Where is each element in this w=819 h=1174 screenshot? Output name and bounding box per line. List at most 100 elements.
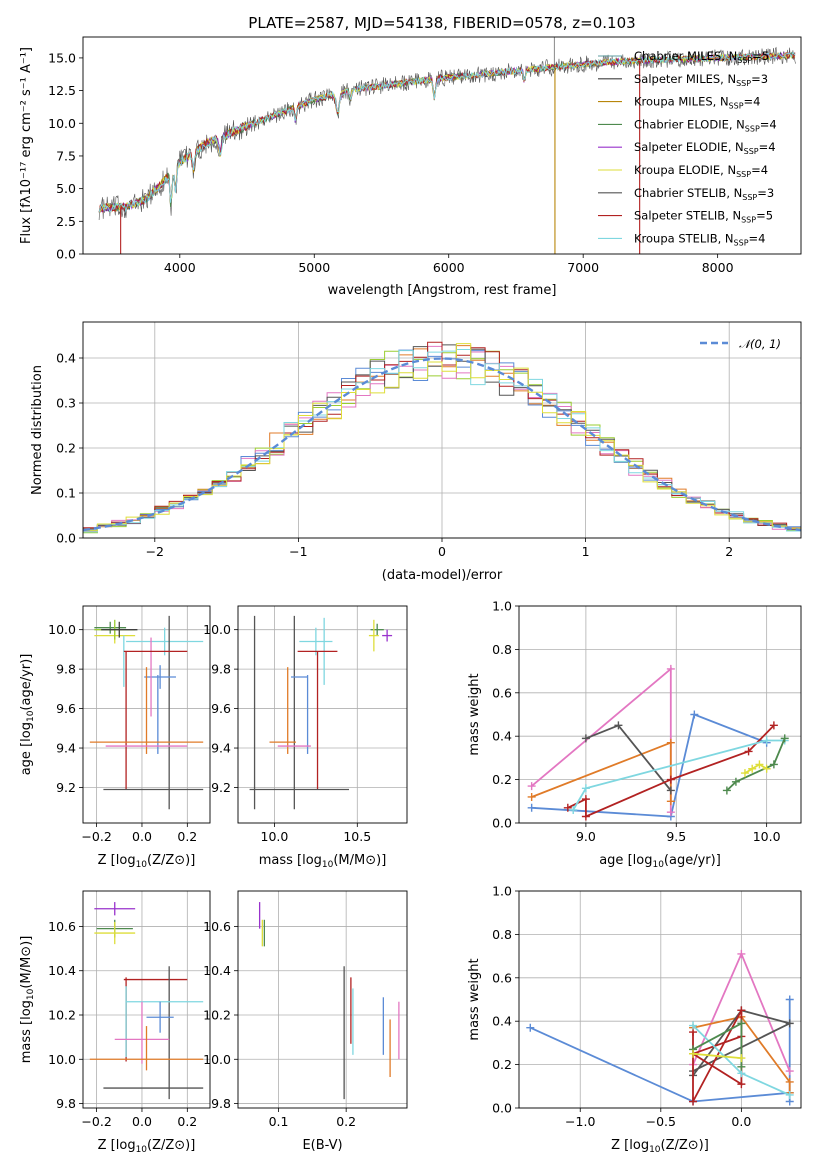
weight-marker	[569, 805, 578, 814]
weight-line	[744, 763, 768, 774]
weight-line	[692, 1015, 791, 1093]
axes-residuals: −2 −1 0 1 2 0.0 0.1 0.2 0.3 0.4 (data-model)/error…	[30, 321, 802, 583]
y-tick-label: 0.0	[56, 247, 76, 262]
y-tick-label: 10.0	[48, 622, 76, 637]
y-tick-label: 7.5	[56, 148, 76, 163]
x-tick-label: 0.0	[132, 1114, 152, 1129]
x-tick-label: 10.0	[261, 829, 289, 844]
x-axis-label: wavelength [Angstrom, rest frame]	[328, 283, 557, 298]
weight-line	[529, 999, 791, 1103]
weight-line	[531, 666, 672, 813]
plot-area	[527, 664, 789, 821]
weight-marker	[737, 949, 746, 958]
weight-marker	[689, 1021, 698, 1030]
y-tick-label: 0.4	[492, 1014, 512, 1029]
weight-marker	[769, 760, 778, 769]
y-tick-label: 9.2	[211, 780, 231, 795]
weight-marker	[581, 795, 590, 804]
weight-marker	[527, 803, 536, 812]
weight-marker	[666, 808, 675, 817]
axes-mass-vs-Z: −0.2 0.0 0.2 9.8 10.0 10.2 10.4 10.6 Z [log10(Z/…	[19, 890, 211, 1155]
weight-marker	[526, 1023, 535, 1032]
weight-marker	[744, 747, 753, 756]
x-axis-label: E(B-V)	[302, 1138, 342, 1153]
axes-frame	[82, 605, 211, 824]
weight-marker	[785, 1077, 794, 1086]
y-tick-label: 10.2	[203, 1008, 231, 1023]
axes-frame	[237, 605, 408, 824]
plot-area	[89, 615, 204, 810]
weight-series	[526, 995, 794, 1106]
y-tick-label: 9.6	[56, 701, 76, 716]
data-point	[368, 619, 379, 652]
plot-area	[89, 902, 204, 1100]
y-tick-label: 5.0	[56, 181, 76, 196]
weight-line	[531, 713, 768, 818]
x-axis-label: Z [log10(Z/Z⊙)]	[98, 853, 196, 870]
x-tick-label: 0.2	[177, 1114, 197, 1129]
axes-frame	[518, 890, 802, 1109]
x-tick-label: −0.5	[646, 1114, 676, 1129]
spectrum-line	[98, 52, 796, 213]
weight-marker	[666, 738, 675, 747]
y-axis-label: mass [log10(M/M⊙)]	[19, 936, 36, 1064]
weight-line	[726, 738, 786, 792]
legend-entry: Salpeter ELODIE, NSSP=4	[634, 140, 776, 156]
y-tick-label: 9.8	[211, 1096, 231, 1111]
weight-series	[689, 1049, 746, 1063]
y-tick-label: 0.4	[56, 351, 76, 366]
y-tick-label: 2.5	[56, 214, 76, 229]
data-point	[144, 665, 176, 689]
weight-series	[740, 760, 771, 778]
data-point	[370, 623, 384, 636]
weight-marker	[785, 1019, 794, 1028]
axes-spectrum: 4000 5000 6000 7000 8000 0.0 2.5 5.0 7.5 10.0 12.5…	[19, 14, 802, 298]
legend-entry: Salpeter MILES, NSSP=3	[634, 72, 768, 88]
axes-mass-vs-EBV: 0.1 0.2 9.8 10.0 10.2 10.4 10.6 E(B-V)	[203, 890, 408, 1153]
x-tick-label: 0.0	[132, 829, 152, 844]
data-point	[382, 629, 393, 642]
y-tick-label: 9.8	[56, 662, 76, 677]
weight-marker	[666, 797, 675, 806]
weight-marker	[780, 734, 789, 743]
x-tick-label: 0.2	[336, 1114, 356, 1129]
legend-entry: Chabrier STELIB, NSSP=3	[634, 186, 774, 202]
axes-massweight-vs-age: 9.0 9.5 10.0 0.0 0.2 0.4 0.6 0.8 1.0 age [log10(a…	[467, 599, 802, 870]
x-axis-label: Z [log10(Z/Z⊙)]	[611, 1138, 709, 1155]
y-tick-label: 1.0	[492, 884, 512, 899]
axes-frame	[518, 605, 802, 824]
y-tick-label: 0.3	[56, 396, 76, 411]
y-tick-label: 9.8	[211, 662, 231, 677]
y-tick-label: 10.0	[203, 1052, 231, 1067]
y-tick-label: 0.1	[56, 486, 76, 501]
weight-marker	[690, 710, 699, 719]
x-axis-label: Z [log10(Z/Z⊙)]	[98, 1138, 196, 1155]
weight-marker	[762, 764, 771, 773]
weight-marker	[614, 721, 623, 730]
data-point	[146, 1001, 174, 1033]
weight-marker	[666, 664, 675, 673]
weight-marker	[755, 760, 764, 769]
legend-entry: 𝒩(0, 1)	[739, 337, 781, 351]
weight-marker	[666, 775, 675, 784]
weight-marker	[527, 792, 536, 801]
x-tick-label: 10.5	[343, 829, 371, 844]
x-tick-label: 8000	[702, 260, 734, 275]
legend-entry: Chabrier MILES, NSSP=5	[634, 49, 769, 65]
x-tick-label: 1	[582, 544, 590, 559]
axes-frame	[82, 36, 802, 255]
plot-area	[98, 37, 796, 254]
y-tick-label: 0.0	[492, 1101, 512, 1116]
y-axis-label: age [log10(age/yr)]	[19, 654, 36, 776]
x-tick-label: 0.1	[269, 1114, 289, 1129]
y-tick-label: 0.2	[56, 441, 76, 456]
x-tick-label: 2	[725, 544, 733, 559]
x-tick-label: 10.0	[753, 829, 781, 844]
y-tick-label: 0.8	[492, 642, 512, 657]
x-tick-label: 4000	[164, 260, 196, 275]
weight-series	[527, 710, 771, 821]
x-axis-label: (data-model)/error	[382, 568, 503, 583]
y-tick-label: 10.4	[48, 963, 76, 978]
weight-marker	[581, 784, 590, 793]
